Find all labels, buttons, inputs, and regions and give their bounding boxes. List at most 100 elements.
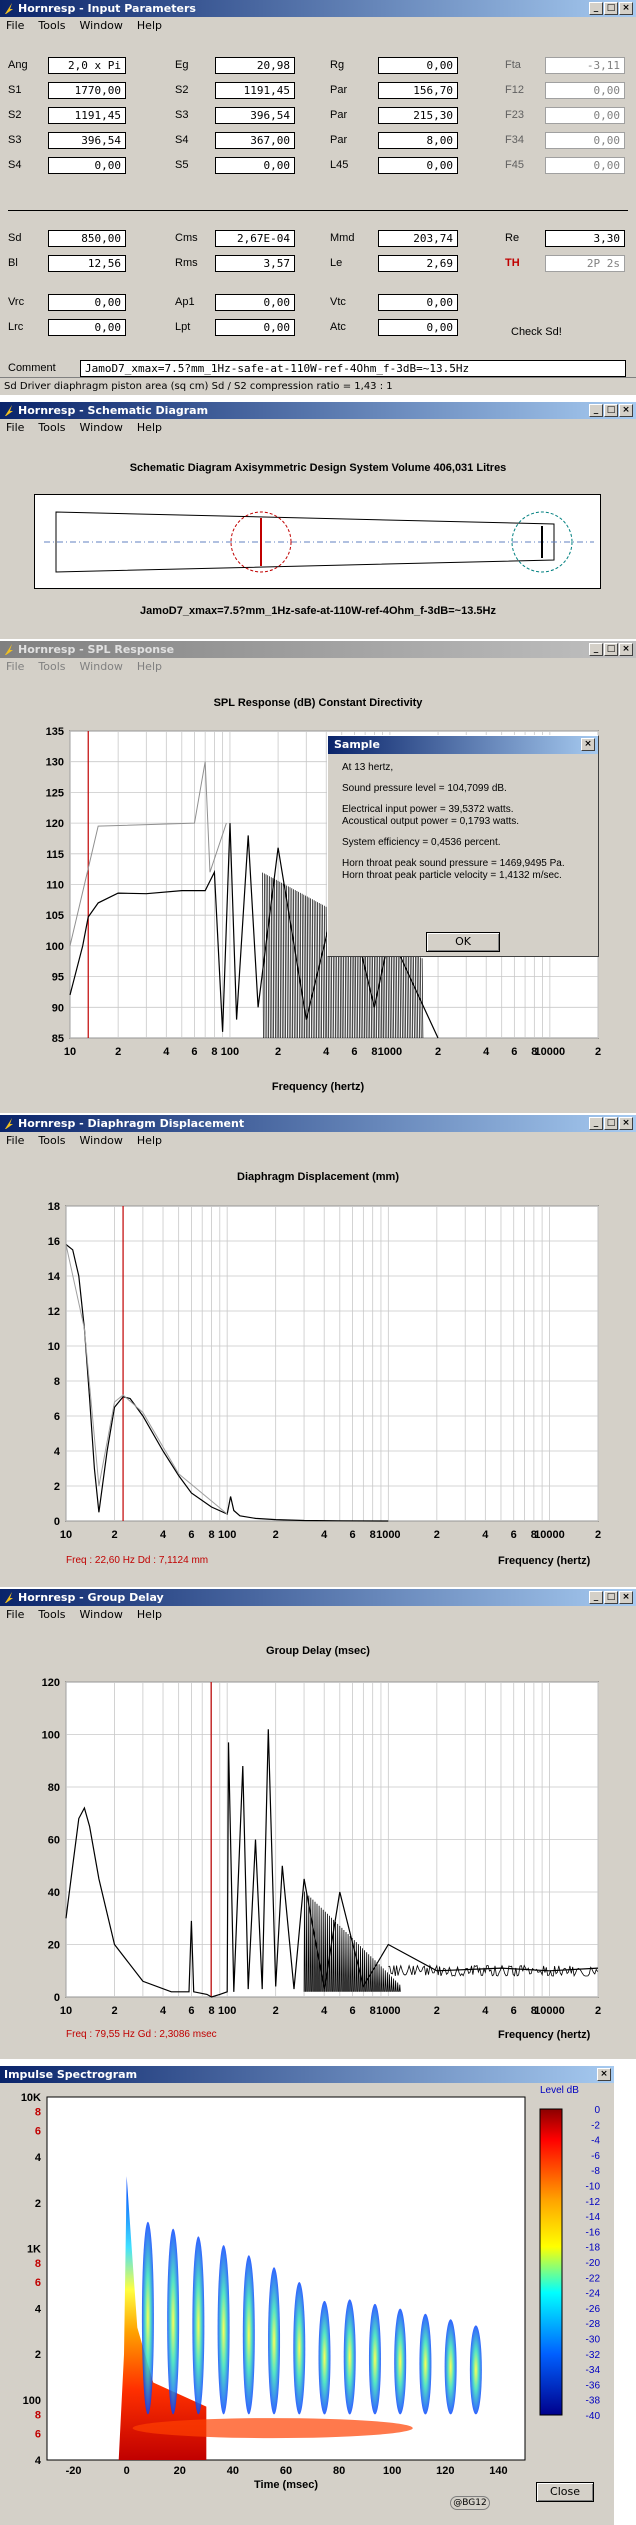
maximize-button[interactable]: □ [604, 1591, 618, 1604]
param-field-rms[interactable]: 3,57 [215, 255, 295, 272]
ok-button[interactable]: OK [426, 932, 500, 952]
minimize-button[interactable]: _ [589, 1591, 603, 1604]
menu-file[interactable]: File [6, 421, 25, 434]
menu-tools[interactable]: Tools [38, 19, 66, 32]
param-field-s4[interactable]: 0,00 [48, 157, 126, 174]
param-field-par[interactable]: 215,30 [378, 107, 458, 124]
x-tick-label: 2 [115, 1046, 121, 1058]
x-axis-label: Frequency (hertz) [498, 2029, 591, 2041]
param-field-lrc[interactable]: 0,00 [48, 319, 126, 336]
param-field-s4[interactable]: 367,00 [215, 132, 295, 149]
close-button[interactable]: × [619, 1591, 633, 1604]
param-field-s1[interactable]: 1770,00 [48, 82, 126, 99]
menu-help[interactable]: Help [136, 660, 162, 673]
param-field-vrc[interactable]: 0,00 [48, 294, 126, 311]
maximize-button[interactable]: □ [604, 1117, 618, 1130]
menu-help[interactable]: Help [136, 19, 162, 32]
menu-window[interactable]: Window [79, 1608, 123, 1621]
param-field-bl[interactable]: 12,56 [48, 255, 126, 272]
x-tick-label: 1000 [376, 1529, 400, 1541]
param-label-atc: Atc [330, 321, 346, 333]
dialog-close-button[interactable]: × [581, 738, 595, 751]
close-dialog-button[interactable]: Close [536, 2482, 594, 2502]
param-field-f12[interactable]: 0,00 [545, 82, 625, 99]
dialog-line: Acoustical output power = 0,1793 watts. [342, 816, 520, 827]
x-tick-label: 10 [60, 2005, 72, 2017]
minimize-button[interactable]: _ [589, 404, 603, 417]
param-field-s2[interactable]: 1191,45 [48, 107, 126, 124]
close-button[interactable]: × [619, 643, 633, 656]
param-field-par[interactable]: 8,00 [378, 132, 458, 149]
close-button[interactable]: × [619, 404, 633, 417]
param-field-ang[interactable]: 2,0 x Pi [48, 57, 126, 74]
menu-help[interactable]: Help [136, 421, 162, 434]
menu-file[interactable]: File [6, 1134, 25, 1147]
reference-line [65, 1244, 228, 1515]
menu-file[interactable]: File [6, 19, 25, 32]
param-field-re[interactable]: 3,30 [545, 230, 625, 247]
minimize-button[interactable]: _ [589, 643, 603, 656]
maximize-button[interactable]: □ [604, 643, 618, 656]
param-field-s3[interactable]: 396,54 [48, 132, 126, 149]
menu-tools[interactable]: Tools [38, 1134, 66, 1147]
param-field-atc[interactable]: 0,00 [378, 319, 458, 336]
close-button[interactable]: × [619, 2, 633, 15]
param-field-fta[interactable]: -3,11 [545, 57, 625, 74]
param-field-ap1[interactable]: 0,00 [215, 294, 295, 311]
minimize-button[interactable]: _ [589, 2, 603, 15]
y-tick-label: 1K [27, 2243, 41, 2255]
menu-file[interactable]: File [6, 1608, 25, 1621]
param-field-cms[interactable]: 2,67E-04 [215, 230, 295, 247]
param-field-s5[interactable]: 0,00 [215, 157, 295, 174]
maximize-button[interactable]: □ [604, 404, 618, 417]
y-tick-label: 60 [48, 1835, 60, 1847]
schematic-caption: JamoD7_xmax=7.5?mm_1Hz-safe-at-110W-ref-… [140, 605, 496, 617]
param-field-par[interactable]: 156,70 [378, 82, 458, 99]
x-tick-label: 6 [511, 2005, 517, 2017]
y-tick-label: 135 [46, 726, 64, 738]
param-label-rg: Rg [330, 59, 345, 71]
param-field-s2[interactable]: 1191,45 [215, 82, 295, 99]
menu-window[interactable]: Window [79, 1134, 123, 1147]
menu-tools[interactable]: Tools [38, 421, 66, 434]
param-field-mmd[interactable]: 203,74 [378, 230, 458, 247]
param-field-lpt[interactable]: 0,00 [215, 319, 295, 336]
close-button[interactable]: × [619, 1117, 633, 1130]
minimize-button[interactable]: _ [589, 1117, 603, 1130]
param-field-eg[interactable]: 20,98 [215, 57, 295, 74]
legend-tick-label: 0 [594, 2105, 600, 2116]
param-field-f45[interactable]: 0,00 [545, 157, 625, 174]
param-field-le[interactable]: 2,69 [378, 255, 458, 272]
param-field-l45[interactable]: 0,00 [378, 157, 458, 174]
param-field-th[interactable]: 2P 2s [545, 255, 625, 272]
param-field-rg[interactable]: 0,00 [378, 57, 458, 74]
menu-help[interactable]: Help [136, 1134, 162, 1147]
param-field-vtc[interactable]: 0,00 [378, 294, 458, 311]
cursor-readout: Freq : 22,60 Hz Dd : 7,1124 mm [66, 1555, 209, 1566]
close-button[interactable]: × [597, 2068, 611, 2081]
maximize-button[interactable]: □ [604, 2, 618, 15]
dialog-line: Horn throat peak sound pressure = 1469,9… [342, 858, 565, 869]
param-field-s3[interactable]: 396,54 [215, 107, 295, 124]
menu-window[interactable]: Window [79, 421, 123, 434]
param-label-f34: F34 [505, 134, 524, 146]
param-label-eg: Eg [175, 59, 189, 71]
param-field-f23[interactable]: 0,00 [545, 107, 625, 124]
menu-tools[interactable]: Tools [38, 1608, 66, 1621]
resonance-blob [444, 2319, 457, 2415]
menu-window[interactable]: Window [79, 660, 123, 673]
comment-field[interactable]: JamoD7_xmax=7.5?mm_1Hz-safe-at-110W-ref-… [80, 360, 626, 377]
menu-file[interactable]: File [6, 660, 25, 673]
param-field-f34[interactable]: 0,00 [545, 132, 625, 149]
menu-window[interactable]: Window [79, 19, 123, 32]
x-tick-label: 8 [370, 1529, 376, 1541]
check-sd-label[interactable]: Check Sd! [511, 326, 562, 338]
menu-help[interactable]: Help [136, 1608, 162, 1621]
window-title: Hornresp - Schematic Diagram [18, 404, 209, 417]
menu-tools[interactable]: Tools [38, 660, 66, 673]
legend-tick-label: -8 [591, 2166, 600, 2177]
param-field-sd[interactable]: 850,00 [48, 230, 126, 247]
